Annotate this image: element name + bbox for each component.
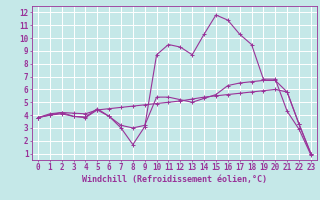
X-axis label: Windchill (Refroidissement éolien,°C): Windchill (Refroidissement éolien,°C) <box>82 175 267 184</box>
